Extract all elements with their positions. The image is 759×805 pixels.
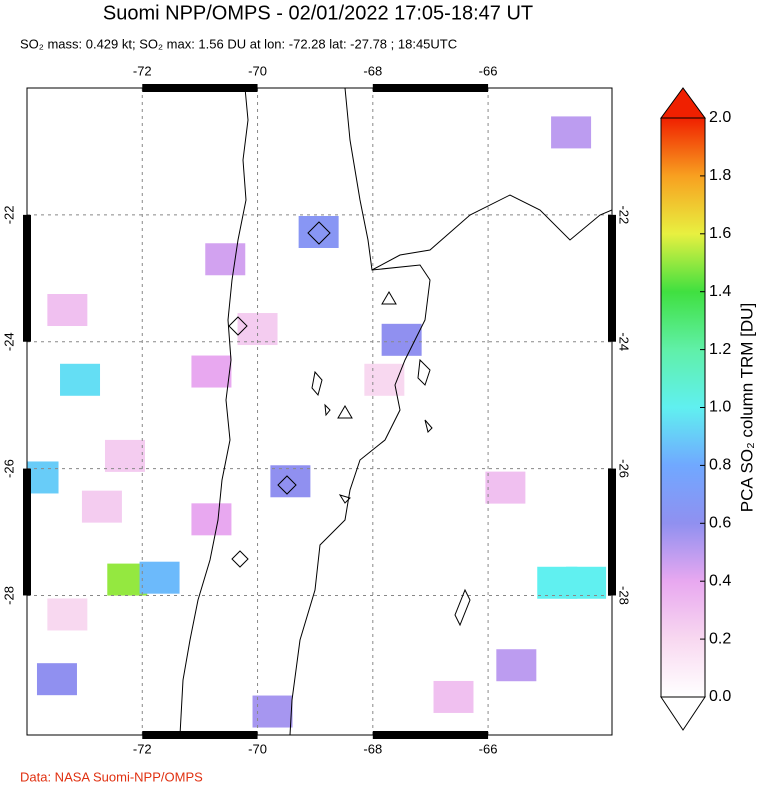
so2-pixel — [566, 566, 607, 599]
volcano-marker — [307, 221, 331, 245]
y-tick-label: -28 — [617, 586, 632, 605]
colorbar-tick-label: 1.8 — [709, 167, 731, 184]
x-tick-label: -66 — [479, 741, 498, 756]
y-tick-label: -28 — [1, 586, 16, 605]
colorbar-tick-label: 2.0 — [709, 109, 731, 126]
salt-lake — [311, 358, 471, 627]
colorbar-tick-label: 1.0 — [709, 399, 731, 416]
volcano-markers — [228, 221, 397, 568]
colorbar-extend-min — [660, 696, 706, 731]
x-tick-label: -70 — [248, 741, 267, 756]
so2-pixel — [485, 471, 526, 504]
so2-pixel — [270, 465, 311, 498]
y-tick-label: -24 — [1, 332, 16, 351]
border — [371, 194, 612, 271]
so2-pixel — [298, 215, 339, 248]
colorbar-label: PCA SO₂ column TRM [DU] — [737, 303, 756, 512]
pixel-layer — [27, 116, 607, 728]
frame-segment — [372, 84, 489, 92]
so2-pixel — [36, 663, 77, 696]
x-tick-label: -66 — [479, 63, 498, 78]
border — [289, 88, 431, 735]
frame-segment — [23, 468, 31, 596]
frame-segment — [142, 84, 258, 92]
so2-pixel — [433, 680, 474, 713]
so2-pixel — [47, 598, 88, 631]
volcano-marker — [231, 550, 249, 568]
colorbar-extend-max — [660, 87, 706, 119]
x-tick-label: -68 — [363, 741, 382, 756]
grid — [27, 88, 612, 735]
volcano-marker — [277, 475, 297, 495]
volcano-marker — [228, 316, 248, 336]
colorbar-tick-label: 0.4 — [709, 572, 731, 589]
so2-pixel — [252, 695, 293, 728]
frame-segment — [142, 731, 258, 739]
x-tick-label: -72 — [133, 741, 152, 756]
colorbar-tick-label: 0.0 — [709, 688, 731, 705]
x-tick-label: -72 — [133, 63, 152, 78]
map-frame — [26, 87, 613, 736]
frame-segment — [23, 214, 31, 342]
so2-pixel — [191, 355, 232, 388]
colorbar-tick-label: 1.2 — [709, 341, 731, 358]
frame-segment — [608, 468, 616, 596]
so2-pixel — [364, 363, 405, 396]
so2-pixel — [60, 363, 101, 396]
volcano-marker — [381, 291, 397, 305]
colorbar-tick-label: 0.2 — [709, 630, 731, 647]
colorbar-tick-label: 1.4 — [709, 283, 731, 300]
so2-pixel — [139, 561, 180, 594]
coastline — [179, 88, 249, 735]
colorbar-bar — [660, 117, 706, 698]
frame-segment — [372, 731, 489, 739]
colorbar-tick-label: 1.6 — [709, 225, 731, 242]
so2-pixel — [104, 439, 145, 472]
so2-pixel — [81, 490, 122, 523]
y-tick-label: -26 — [1, 459, 16, 478]
so2-pixel — [191, 503, 232, 536]
y-tick-label: -26 — [617, 459, 632, 478]
frame-ticks — [23, 84, 616, 739]
chart-subtitle: SO₂ mass: 0.429 kt; SO₂ max: 1.56 DU at … — [20, 36, 457, 51]
source-note: Data: NASA Suomi-NPP/OMPS — [20, 769, 203, 784]
colorbar-tick-label: 0.6 — [709, 515, 731, 532]
volcano-marker — [337, 405, 353, 419]
coastlines — [179, 88, 612, 735]
chart-title: Suomi NPP/OMPS - 02/01/2022 17:05-18:47 … — [103, 2, 533, 24]
so2-pixel — [496, 649, 537, 682]
frame-segment — [608, 214, 616, 342]
x-tick-label: -68 — [363, 63, 382, 78]
so2-pixel — [47, 294, 88, 327]
so2-pixel — [551, 116, 592, 149]
colorbar: 0.0 0.2 0.4 0.6 0.8 1.0 1.2 1.4 1.6 1.8 2.0 PCA SO₂… — [660, 87, 756, 731]
y-tick-label: -22 — [1, 205, 16, 224]
colorbar-tick-label: 0.8 — [709, 457, 731, 474]
so2-pixel — [205, 243, 246, 276]
y-tick-label: -22 — [617, 205, 632, 224]
so2-pixel — [27, 461, 59, 494]
x-tick-label: -70 — [248, 63, 267, 78]
y-tick-label: -24 — [617, 332, 632, 351]
